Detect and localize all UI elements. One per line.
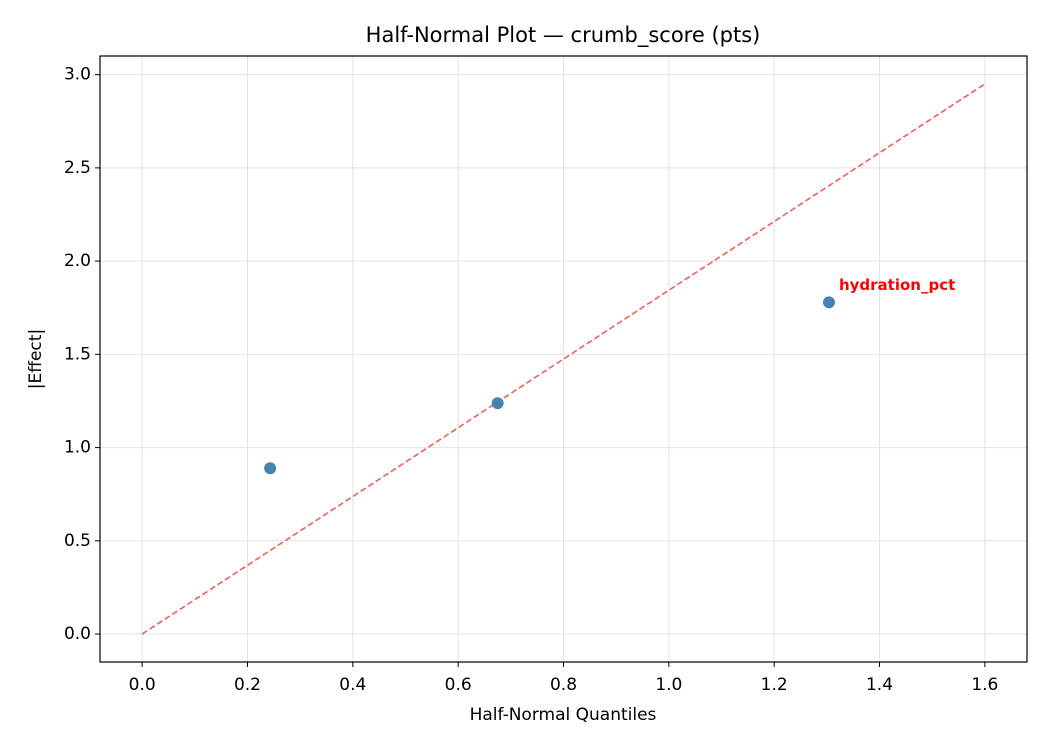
reference-line [141, 83, 986, 635]
plot-frame [99, 55, 1028, 663]
x-tick-label: 0.6 [445, 675, 472, 695]
y-tick-label: 3.0 [64, 65, 91, 85]
x-tick-label: 1.2 [761, 675, 788, 695]
x-tick-label: 0.4 [339, 675, 366, 695]
y-tick-label: 1.5 [64, 344, 91, 364]
y-tick-label: 0.0 [64, 624, 91, 644]
chart-title: Half-Normal Plot — crumb_score (pts) [366, 23, 761, 48]
y-axis-label: |Effect| [26, 329, 46, 389]
point-label: hydration_pct [839, 276, 955, 294]
x-tick-label: 1.4 [866, 675, 893, 695]
point [491, 397, 504, 410]
point [264, 462, 277, 475]
y-tick-label: 0.5 [64, 531, 91, 551]
x-tick-label: 1.6 [971, 675, 998, 695]
x-axis-label: Half-Normal Quantiles [470, 705, 657, 725]
y-tick-label: 1.0 [64, 438, 91, 458]
x-tick-label: 0.2 [234, 675, 261, 695]
x-tick-label: 0.8 [550, 675, 577, 695]
x-tick-label: 0.0 [129, 675, 156, 695]
y-tick-label: 2.0 [64, 251, 91, 271]
x-tick-label: 1.0 [655, 675, 682, 695]
point [822, 296, 835, 309]
y-tick-label: 2.5 [64, 158, 91, 178]
